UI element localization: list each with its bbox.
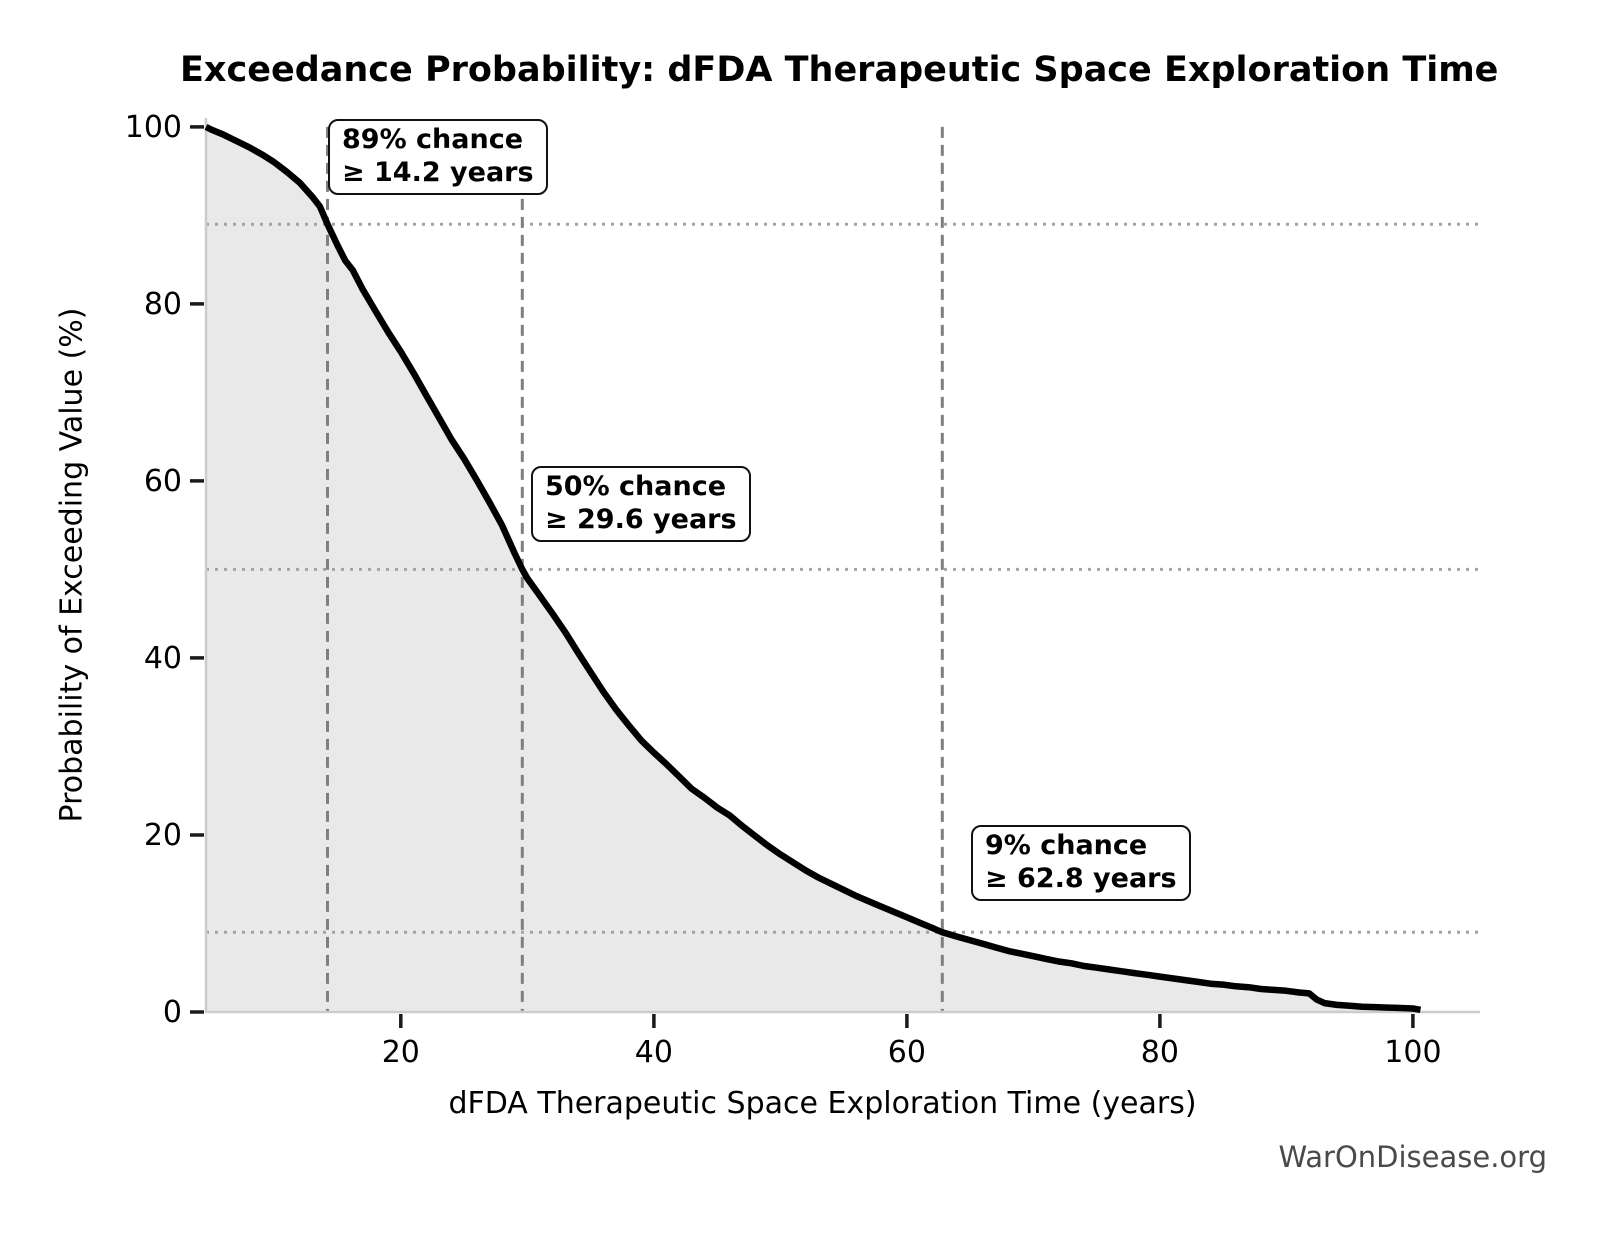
- y-tick-label: 60: [144, 464, 182, 499]
- watermark: WarOnDisease.org: [1278, 1140, 1547, 1174]
- x-axis-label: dFDA Therapeutic Space Exploration Time …: [448, 1086, 1197, 1121]
- annotation-line: ≥ 29.6 years: [545, 504, 737, 535]
- x-tick-label: 60: [888, 1035, 926, 1070]
- annotation-line: 89% chance: [342, 124, 524, 155]
- y-axis-label: Probability of Exceeding Value (%): [54, 307, 90, 823]
- area-fill-layer: [206, 126, 1421, 1012]
- annotation-line: 50% chance: [545, 471, 727, 502]
- y-tick-label: 0: [163, 995, 182, 1030]
- y-tick-label: 100: [125, 110, 182, 145]
- tick-labels-layer: 20 40 60 80 100 0 20 40 60 80 100: [125, 110, 1442, 1070]
- x-tick-label: 40: [635, 1035, 673, 1070]
- y-tick-label: 40: [144, 641, 182, 676]
- exceedance-curve: [204, 124, 1422, 1014]
- area-under-curve: [206, 126, 1421, 1012]
- chart-title: Exceedance Probability: dFDA Therapeutic…: [180, 50, 1499, 90]
- annotation-line: ≥ 62.8 years: [985, 863, 1177, 894]
- y-tick-label: 80: [144, 287, 182, 322]
- annotation-line: 9% chance: [985, 830, 1148, 861]
- x-tick-label: 80: [1141, 1035, 1179, 1070]
- annotation-89pct: 89% chance ≥ 14.2 years: [328, 119, 548, 195]
- y-tick-label: 20: [144, 818, 182, 853]
- axes-spines-layer: [204, 118, 1480, 1014]
- annotation-9pct: 9% chance ≥ 62.8 years: [971, 825, 1191, 901]
- x-tick-label: 20: [382, 1035, 420, 1070]
- x-tick-label: 100: [1384, 1035, 1441, 1070]
- curve-layer: [204, 124, 1422, 1014]
- axis-ticks-layer: [190, 125, 1415, 1028]
- annotation-50pct: 50% chance ≥ 29.6 years: [531, 466, 751, 542]
- annotation-line: ≥ 14.2 years: [342, 157, 534, 188]
